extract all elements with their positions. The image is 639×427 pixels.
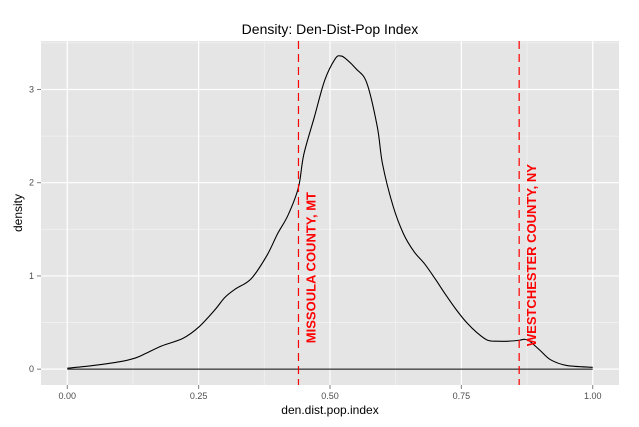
reference-line-label: MISSOULA COUNTY, MT	[304, 192, 319, 343]
reference-line-label: WESTCHESTER COUNTY, NY	[524, 164, 539, 346]
y-axis-title: density	[11, 194, 25, 232]
x-axis-ticks: 0.00 0.25 0.50 0.75 1.00	[59, 385, 602, 401]
y-tick-label: 2	[29, 178, 34, 188]
y-tick-label: 3	[29, 84, 34, 94]
x-axis-title: den.dist.pop.index	[281, 403, 378, 417]
y-tick-label: 0	[29, 364, 34, 374]
y-tick-label: 1	[29, 271, 34, 281]
reference-lines: MISSOULA COUNTY, MT WESTCHESTER COUNTY, N…	[297, 41, 539, 385]
x-tick-label: 1.00	[584, 391, 602, 401]
y-axis-ticks: 0 1 2 3	[29, 84, 41, 374]
x-tick-label: 0.50	[321, 391, 339, 401]
x-tick-label: 0.00	[59, 391, 77, 401]
x-tick-label: 0.25	[190, 391, 208, 401]
chart-title: Density: Den-Dist-Pop Index	[242, 21, 419, 37]
density-curve	[67, 55, 593, 369]
x-tick-label: 0.75	[453, 391, 471, 401]
